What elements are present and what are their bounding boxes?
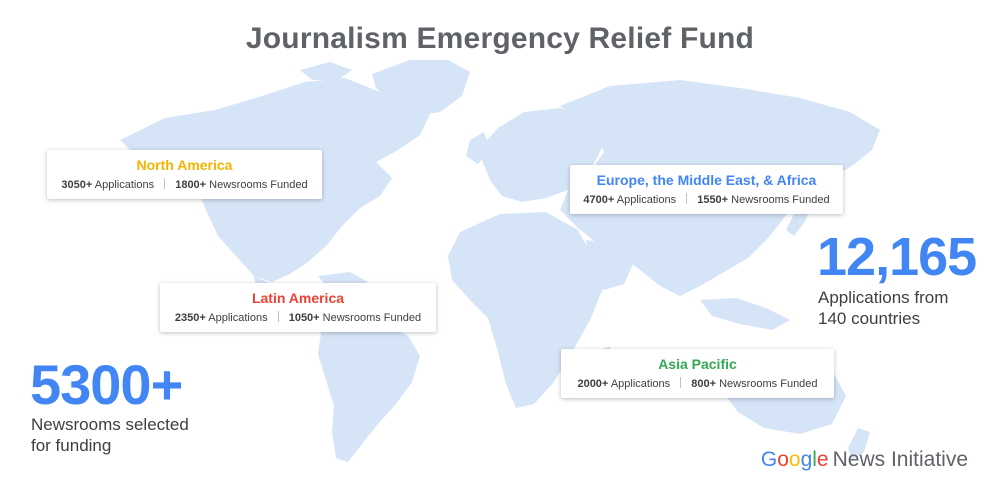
region-card-north-america: North America 3050+ Applications 1800+ N… bbox=[47, 150, 322, 199]
newsrooms-selected-caption: Newsrooms selected for funding bbox=[31, 414, 189, 456]
applications-label: Applications bbox=[94, 179, 155, 191]
google-letter: o bbox=[777, 448, 789, 471]
google-news-initiative-logo: Google News Initiative bbox=[761, 448, 968, 472]
total-applications-number: 12,165 bbox=[817, 227, 977, 287]
caption-line: for funding bbox=[31, 436, 112, 455]
applications-count: 2000+ bbox=[577, 378, 609, 390]
stats-divider bbox=[277, 311, 279, 322]
funded-count: 1050+ bbox=[288, 312, 320, 324]
funded-label: Newsrooms Funded bbox=[322, 312, 422, 324]
google-letter: l bbox=[812, 448, 817, 471]
greenland-shape bbox=[372, 60, 470, 116]
applications-count: 2350+ bbox=[174, 312, 206, 324]
google-letter: e bbox=[816, 448, 829, 471]
region-card-emea: Europe, the Middle East, & Africa 4700+ … bbox=[570, 165, 843, 214]
funded-label: Newsrooms Funded bbox=[209, 179, 308, 191]
southeast-asia-shape bbox=[700, 298, 790, 330]
funded-count: 800+ bbox=[691, 378, 717, 390]
region-name: North America bbox=[136, 157, 233, 173]
logo-suffix: News Initiative bbox=[832, 448, 968, 471]
caption-line: Newsrooms selected bbox=[31, 415, 189, 434]
region-name: Latin America bbox=[251, 290, 345, 306]
newsrooms-selected-number: 5300+ bbox=[30, 353, 183, 416]
applications-count: 3050+ bbox=[61, 179, 93, 191]
region-stats: 2350+ Applications 1050+ Newsrooms Funde… bbox=[170, 311, 426, 324]
stats-divider bbox=[164, 178, 166, 189]
applications-label: Applications bbox=[208, 312, 268, 324]
total-applications-caption: Applications from 140 countries bbox=[818, 287, 948, 329]
stats-divider bbox=[686, 193, 688, 204]
applications-label: Applications bbox=[616, 194, 677, 206]
caption-line: Applications from bbox=[818, 288, 949, 307]
region-card-asia-pacific: Asia Pacific 2000+ Applications 800+ New… bbox=[561, 349, 834, 398]
google-letter: o bbox=[788, 448, 801, 471]
funded-label: Newsrooms Funded bbox=[719, 378, 818, 390]
applications-count: 4700+ bbox=[583, 194, 615, 206]
region-stats: 3050+ Applications 1800+ Newsrooms Funde… bbox=[57, 178, 312, 191]
caption-line: 140 countries bbox=[818, 309, 921, 328]
region-name: Asia Pacific bbox=[658, 356, 737, 372]
region-card-latin-america: Latin America 2350+ Applications 1050+ N… bbox=[160, 283, 436, 332]
stats-divider bbox=[680, 377, 682, 388]
new-zealand-shape bbox=[848, 428, 870, 460]
funded-count: 1550+ bbox=[697, 194, 729, 206]
south-america-shape bbox=[318, 316, 420, 462]
funded-label: Newsrooms Funded bbox=[731, 194, 830, 206]
page-title: Journalism Emergency Relief Fund bbox=[245, 22, 755, 55]
arctic-islands-shape bbox=[300, 62, 352, 80]
region-stats: 4700+ Applications 1550+ Newsrooms Funde… bbox=[580, 193, 833, 206]
region-stats: 2000+ Applications 800+ Newsrooms Funded bbox=[571, 377, 824, 390]
funded-count: 1800+ bbox=[175, 179, 207, 191]
google-letter: g bbox=[800, 448, 813, 471]
region-name: Europe, the Middle East, & Africa bbox=[596, 172, 817, 188]
british-isles-shape bbox=[466, 132, 490, 164]
applications-label: Applications bbox=[610, 378, 671, 390]
google-letter: G bbox=[760, 448, 778, 471]
